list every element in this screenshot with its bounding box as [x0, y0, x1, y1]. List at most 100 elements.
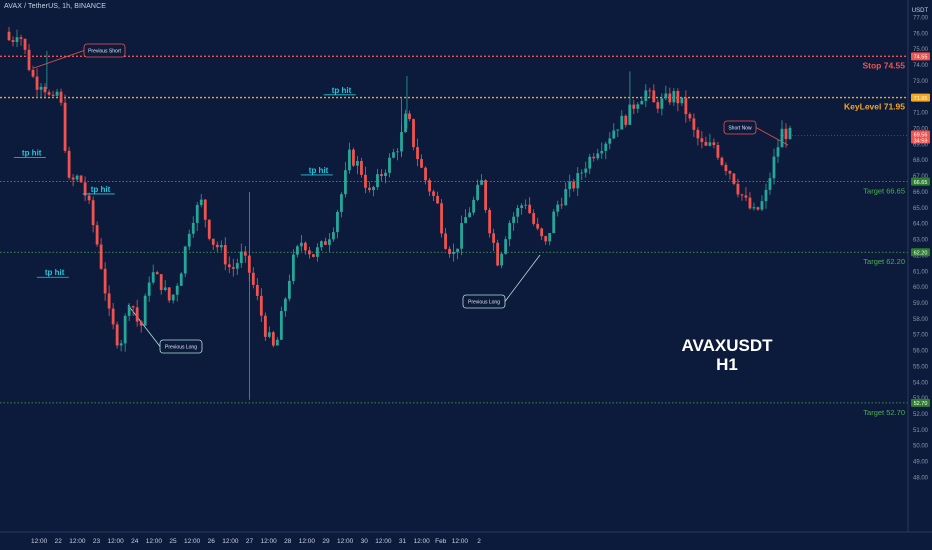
candle-body: [11, 40, 15, 42]
candle-body: [460, 223, 463, 249]
x-tick-label: 12:00: [375, 538, 392, 545]
time-axis[interactable]: 12:00 22 12:00 23 12:00 24 12:00 25 12:00 26 12:00…: [0, 531, 932, 545]
candle-body: [340, 194, 343, 212]
candle-body: [432, 191, 435, 196]
callout-connector: [504, 254, 541, 302]
y-tick-label: 59.00: [913, 301, 929, 307]
candle-body: [243, 251, 247, 256]
candle-body: [676, 91, 680, 104]
tp-hit-label: tp hit: [45, 268, 65, 277]
y-tick-label: 69.00: [913, 142, 929, 148]
candle-body: [528, 204, 532, 214]
candle-body: [207, 219, 211, 239]
x-tick-label: 30: [361, 538, 369, 545]
candle-body: [712, 142, 716, 146]
candle-body: [119, 343, 123, 346]
candle-body: [764, 189, 768, 202]
level-lines: Stop 74.55 KeyLevel 71.95 Target 66.65 Targ…: [0, 55, 908, 417]
y-tick-label: 70.00: [913, 127, 929, 133]
candle-body: [275, 339, 279, 346]
level-badge: [911, 177, 930, 186]
candle-body: [536, 223, 540, 229]
y-tick-label: 65.00: [913, 206, 929, 212]
x-tick-label: 12:00: [413, 538, 430, 545]
countdown-text: 34:59: [914, 138, 928, 144]
candle-body: [43, 86, 47, 93]
candle-body: [159, 274, 163, 291]
level-label: KeyLevel 71.95: [844, 102, 905, 112]
candle-body: [99, 244, 103, 269]
x-tick-label: 12:00: [184, 538, 201, 545]
candle-body: [299, 242, 303, 247]
candle-body: [83, 182, 87, 196]
candle-body: [756, 207, 760, 210]
candle-body: [215, 244, 219, 248]
candle-body: [552, 211, 556, 234]
level-label: Target 52.70: [863, 408, 905, 417]
chart-title: AVAX / TetherUS, 1h, BINANCE: [4, 3, 107, 10]
x-tick-label: 22: [55, 538, 63, 545]
candle-body: [352, 149, 355, 166]
candle-body: [596, 153, 600, 159]
candle-body: [684, 97, 688, 115]
candle-body: [348, 149, 351, 171]
candle-body: [740, 194, 744, 196]
candle-body: [556, 204, 560, 212]
candle-body: [600, 150, 604, 154]
candle-body: [572, 181, 576, 189]
candle-body: [548, 233, 552, 242]
candle-body: [716, 145, 720, 158]
y-tick-label: 76.00: [913, 31, 929, 37]
candle-body: [652, 90, 656, 103]
x-tick-label: 12:00: [452, 538, 469, 545]
candle-body: [271, 332, 275, 346]
candle-body: [620, 115, 624, 130]
tp-hit-label: tp hit: [91, 185, 111, 194]
x-tick-label: 12:00: [299, 538, 316, 545]
y-tick-label: 54.00: [913, 380, 929, 386]
y-tick-label: 48.00: [913, 475, 929, 481]
candle-body: [103, 268, 107, 294]
candle-body: [219, 245, 223, 248]
candle-body: [320, 241, 323, 248]
candle-body: [632, 104, 636, 109]
candle-body: [484, 180, 488, 210]
current-price-text: 69.56: [914, 132, 928, 138]
candle-body: [392, 152, 395, 158]
candle-body: [728, 171, 732, 174]
x-tick-label: 26: [208, 538, 216, 545]
callout-connector: [33, 50, 85, 69]
candle-body: [187, 233, 191, 247]
candle-body: [356, 160, 359, 166]
candle-body: [380, 174, 383, 177]
candle-body: [59, 91, 63, 103]
x-tick-label: 12:00: [31, 538, 48, 545]
candle-body: [23, 38, 27, 50]
candle-body: [696, 129, 700, 139]
candle-body: [524, 204, 528, 206]
candle-body: [436, 195, 439, 204]
candle-body: [776, 147, 780, 157]
candle-body: [7, 31, 11, 41]
candle-body: [211, 238, 215, 245]
x-tick-label: 12:00: [69, 538, 86, 545]
candle-body: [123, 315, 127, 344]
y-tick-label: 66.00: [913, 190, 929, 196]
tp-hit-label: tp hit: [309, 166, 329, 175]
level-badge: [911, 398, 930, 407]
candle-body: [239, 251, 243, 264]
candle-body: [532, 213, 536, 224]
price-axis[interactable]: USDT48.0049.0050.0051.0052.0053.0054.005…: [907, 0, 932, 550]
candle-body: [55, 91, 59, 96]
candle-body: [191, 222, 195, 234]
timeframe-label: H1: [716, 355, 738, 374]
candle-body: [576, 173, 580, 189]
candle-body: [63, 102, 67, 151]
candle-body: [724, 164, 728, 172]
candle-body: [267, 332, 271, 337]
x-tick-label: 31: [399, 538, 407, 545]
x-tick-label: 28: [284, 538, 292, 545]
candle-body: [720, 157, 724, 165]
level-label: Target 62.20: [863, 257, 905, 266]
